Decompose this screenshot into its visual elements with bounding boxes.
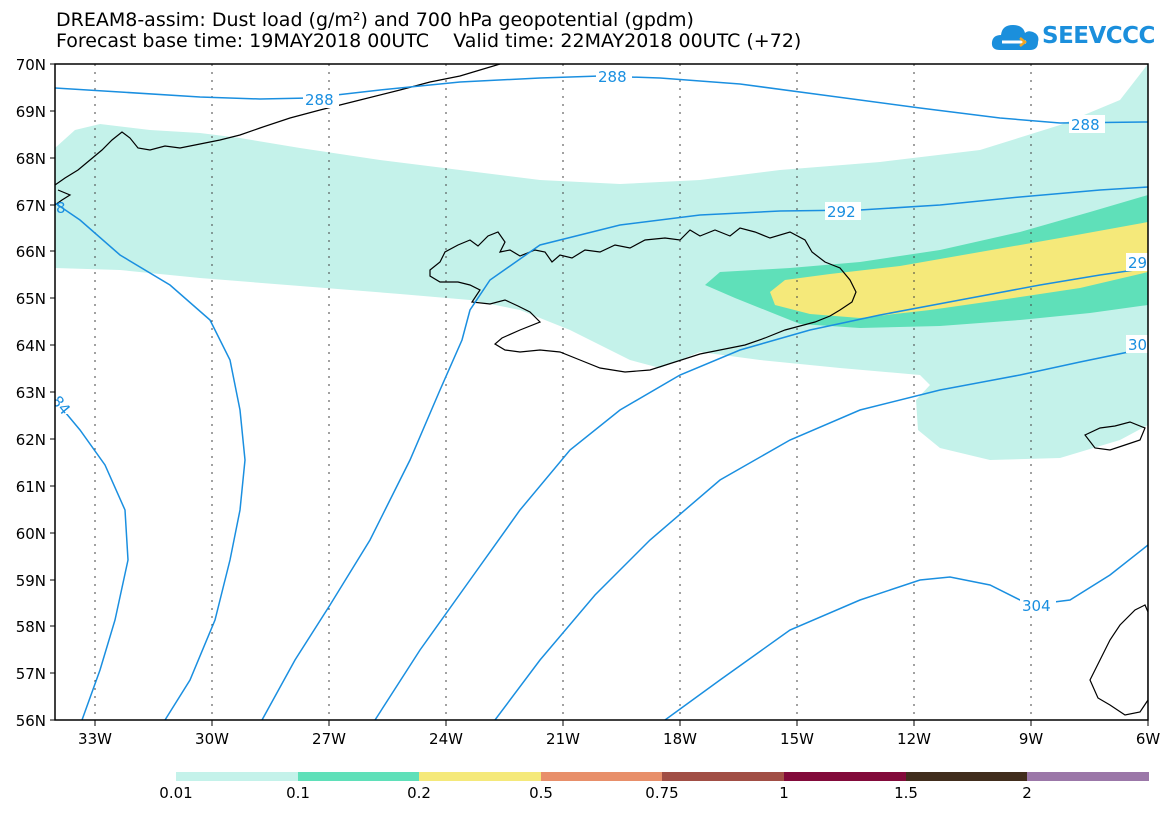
logo-text: SEEVCCC [1042, 23, 1155, 49]
colorbar-swatch [419, 772, 541, 781]
lat-label: 66N [16, 243, 46, 261]
colorbar-label: 0.01 [159, 784, 193, 802]
colorbar-swatch [1027, 772, 1149, 781]
colorbar-label: 0.1 [286, 784, 310, 802]
map-title: DREAM8-assim: Dust load (g/m²) and 700 h… [56, 9, 694, 31]
map-subtitle: Forecast base time: 19MAY2018 00UTC Vali… [56, 30, 802, 52]
colorbar-label: 2 [1022, 784, 1032, 802]
lon-label: 21W [546, 730, 580, 748]
lat-label: 56N [16, 712, 46, 730]
lat-label: 58N [16, 618, 46, 636]
lon-label: 6W [1136, 730, 1161, 748]
contour-labels: 288 288 288 292 29 30 84 304 8 [55, 67, 1148, 615]
lat-label: 60N [16, 525, 46, 543]
colorbar-swatch [176, 772, 298, 781]
colorbar-swatch [541, 772, 662, 781]
colorbar-swatch [662, 772, 784, 781]
contour-label: 288 [305, 91, 334, 109]
lat-label: 62N [16, 431, 46, 449]
lon-label: 24W [429, 730, 463, 748]
lon-label: 33W [78, 730, 112, 748]
contour-label: 304 [1022, 597, 1051, 615]
contour-label: 292 [827, 203, 856, 221]
longitude-labels: 33W 30W 27W 24W 21W 18W 15W 12W 9W 6W [78, 730, 1160, 748]
lon-label: 12W [897, 730, 931, 748]
lon-label: 18W [663, 730, 697, 748]
lat-label: 67N [16, 197, 46, 215]
geopotential-contours [55, 75, 1148, 720]
lon-label: 9W [1019, 730, 1044, 748]
colorbar-label: 0.2 [407, 784, 431, 802]
colorbar-label: 1.5 [894, 784, 918, 802]
contour-label: 29 [1128, 254, 1147, 272]
colorbar-swatch [906, 772, 1027, 781]
cloud-icon [991, 25, 1039, 50]
latitude-labels: 70N 69N 68N 67N 66N 65N 64N 63N 62N 61N … [16, 56, 46, 730]
lon-label: 30W [195, 730, 229, 748]
lat-label: 69N [16, 103, 46, 121]
lat-label: 59N [16, 572, 46, 590]
contour-label: 30 [1128, 336, 1147, 354]
lon-label: 27W [312, 730, 346, 748]
colorbar-label: 0.75 [645, 784, 679, 802]
dust-area-high [770, 222, 1148, 318]
lat-label: 70N [16, 56, 46, 74]
seevccc-logo: SEEVCCC [990, 20, 1155, 56]
dust-area-low [55, 64, 1148, 460]
lat-label: 64N [16, 337, 46, 355]
contour-label: 288 [1071, 116, 1100, 134]
colorbar-swatch [784, 772, 906, 781]
colorbar-label: 0.5 [529, 784, 553, 802]
lat-label: 65N [16, 290, 46, 308]
contour-label: 288 [598, 68, 627, 86]
lat-label: 61N [16, 478, 46, 496]
colorbar-swatch [298, 772, 419, 781]
lat-label: 63N [16, 384, 46, 402]
contour-label: 8 [56, 199, 66, 217]
tick-marks [50, 63, 1149, 726]
colorbar-label: 1 [779, 784, 789, 802]
lat-label: 57N [16, 665, 46, 683]
grid-lines [94, 64, 1032, 720]
lon-label: 15W [780, 730, 814, 748]
lat-label: 68N [16, 150, 46, 168]
